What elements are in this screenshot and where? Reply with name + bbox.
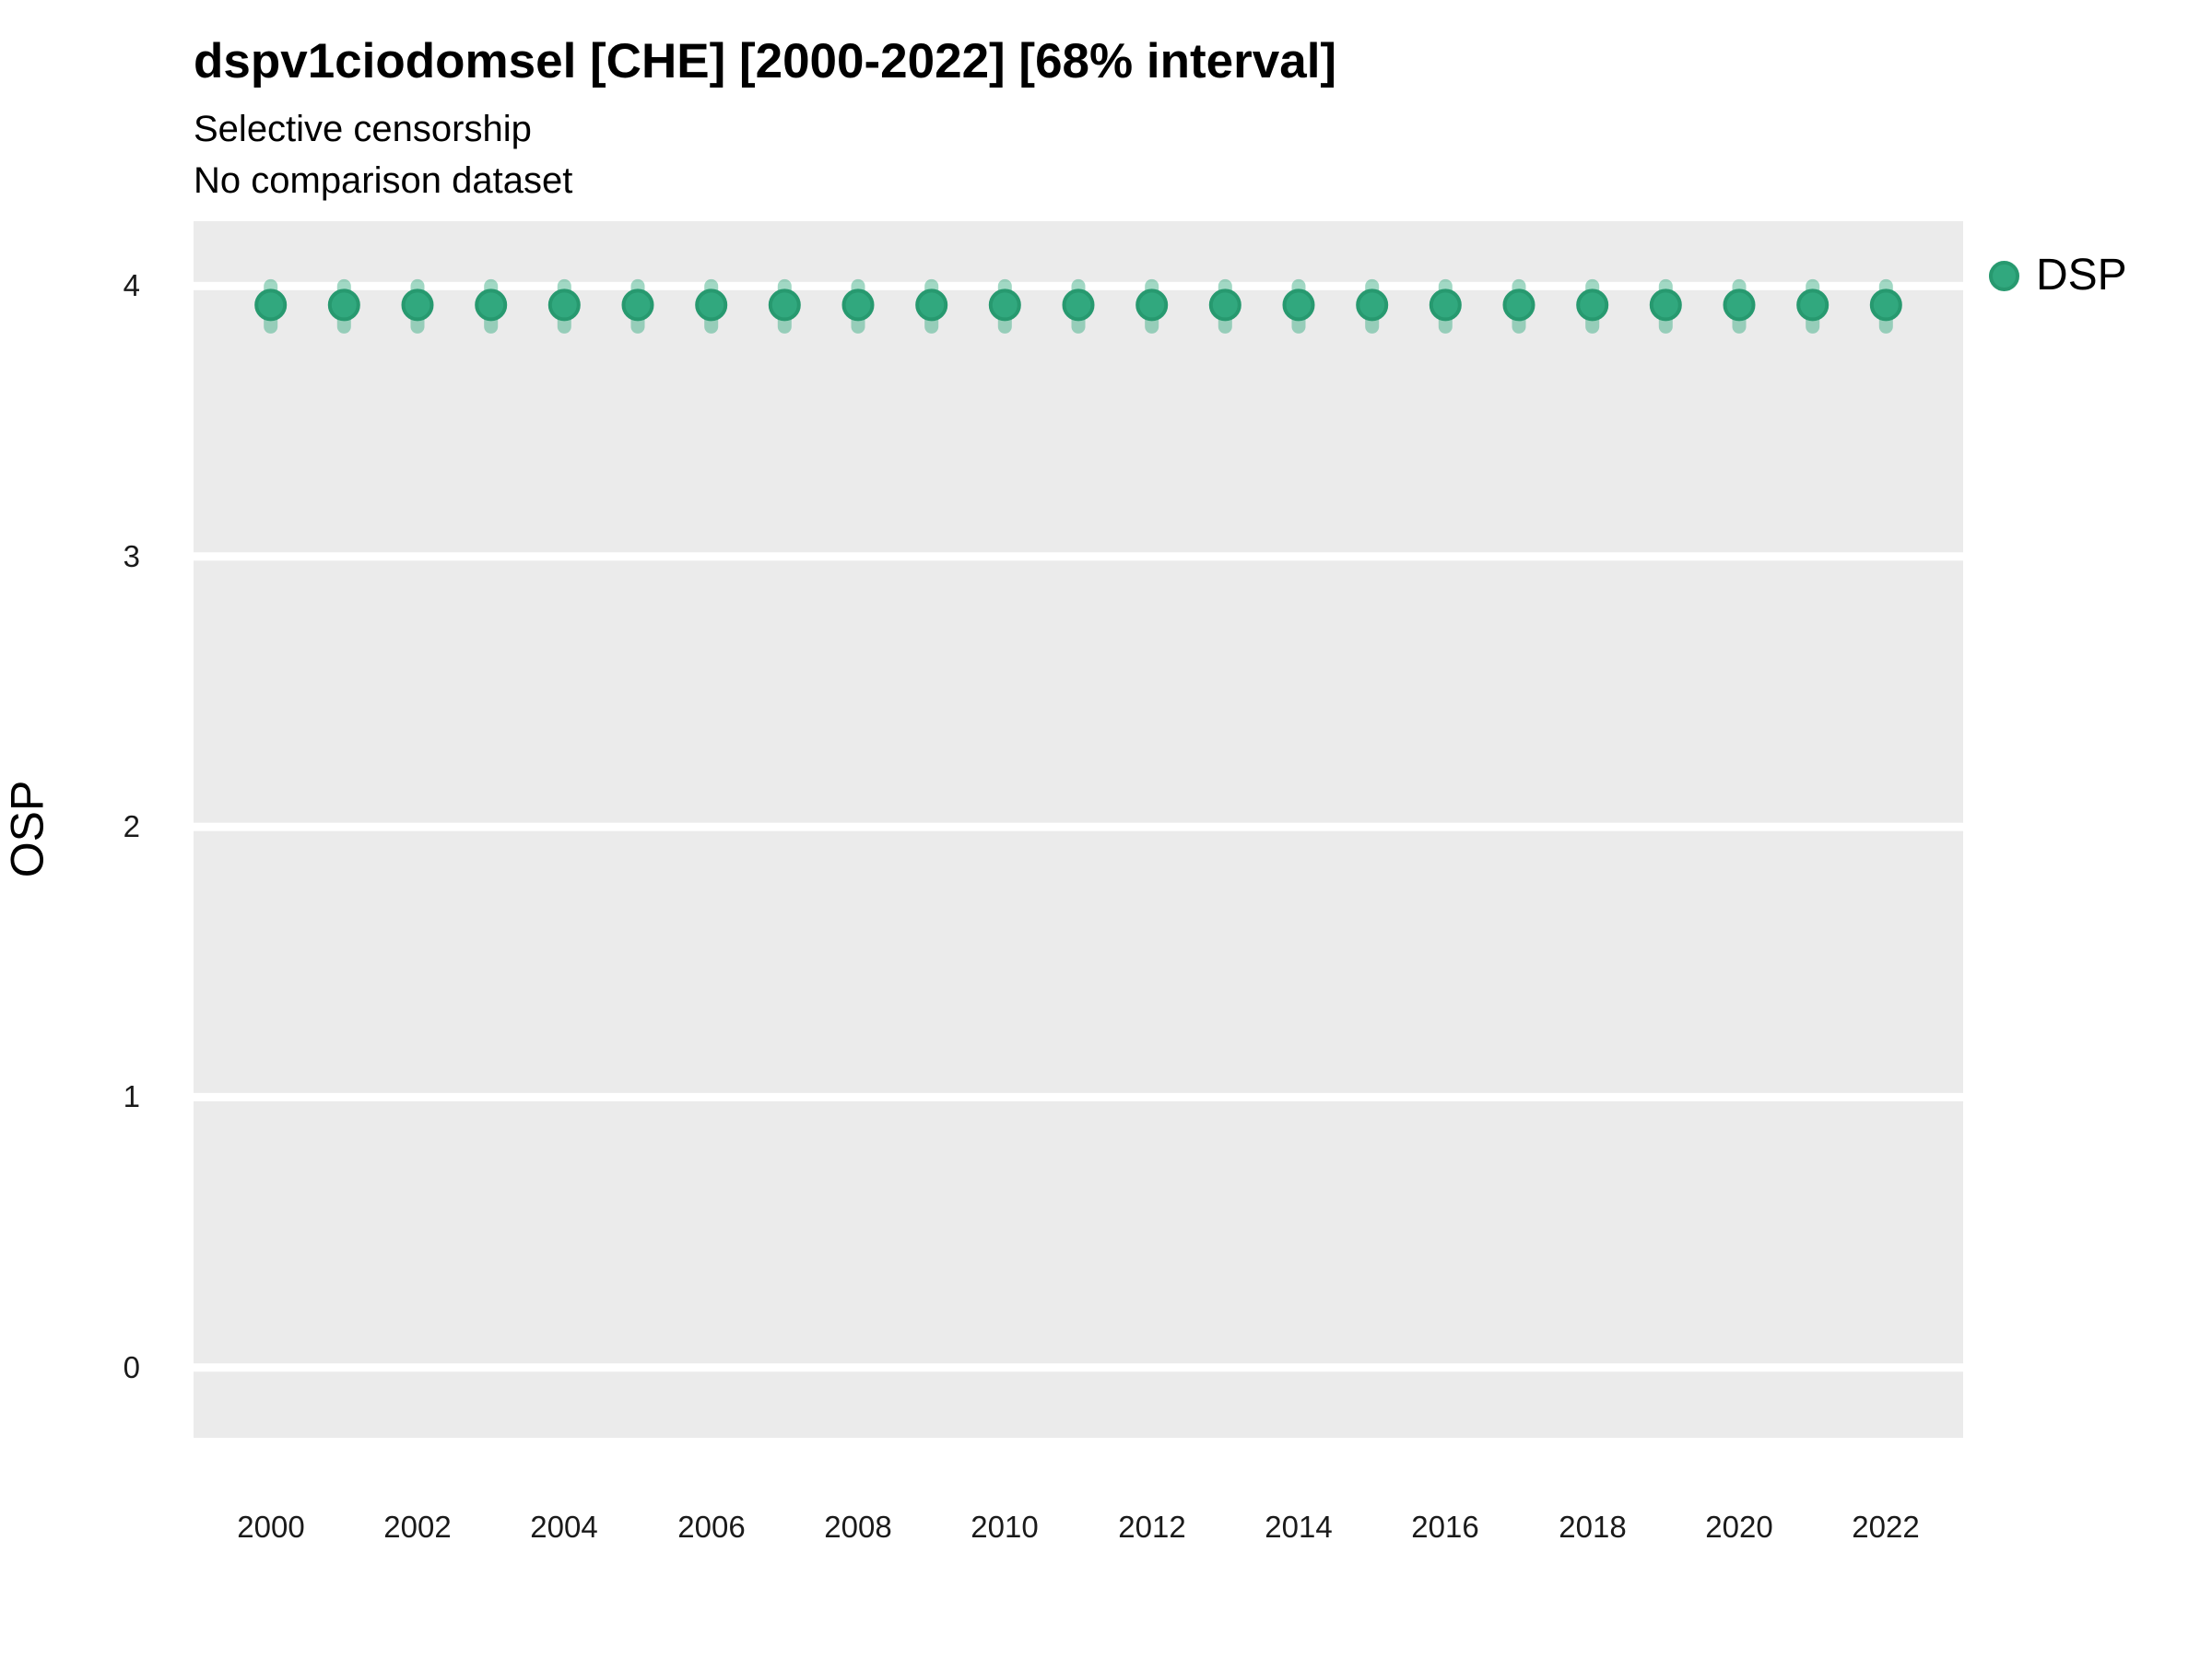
data-point-2012 xyxy=(1135,288,1169,322)
x-tick-label-2006: 2006 xyxy=(677,1510,746,1544)
y-tick-label-1: 1 xyxy=(123,1079,140,1113)
chart-subtitle: Selective censorship xyxy=(194,109,532,149)
plot-panel-svg xyxy=(194,278,1963,1372)
data-point-2011 xyxy=(1062,288,1095,322)
legend: DSP xyxy=(1989,249,2127,302)
data-point-2014 xyxy=(1282,288,1315,322)
chart-title: dspv1ciodomsel [CHE] [2000-2022] [68% in… xyxy=(194,34,1337,88)
data-point-2018 xyxy=(1576,288,1609,322)
x-tick-label-2018: 2018 xyxy=(1559,1510,1627,1544)
data-point-2015 xyxy=(1356,288,1389,322)
x-tick-label-2004: 2004 xyxy=(530,1510,598,1544)
data-point-2004 xyxy=(547,288,581,322)
data-point-2020 xyxy=(1723,288,1756,322)
chart-subtitle-2: No comparison dataset xyxy=(194,160,573,201)
legend-item-label: DSP xyxy=(2036,251,2127,300)
data-point-2016 xyxy=(1429,288,1462,322)
legend-point-icon xyxy=(1989,260,2019,291)
data-point-2000 xyxy=(254,288,288,322)
data-point-2005 xyxy=(621,288,654,322)
x-tick-label-2020: 2020 xyxy=(1705,1510,1773,1544)
data-point-2017 xyxy=(1502,288,1535,322)
plot-panel xyxy=(194,221,1963,1438)
data-point-2001 xyxy=(327,288,360,322)
data-point-2006 xyxy=(695,288,728,322)
data-point-2008 xyxy=(841,288,875,322)
data-point-2009 xyxy=(915,288,948,322)
data-point-2022 xyxy=(1869,288,1902,322)
x-tick-label-2000: 2000 xyxy=(237,1510,305,1544)
data-point-2019 xyxy=(1649,288,1682,322)
x-tick-label-2008: 2008 xyxy=(824,1510,892,1544)
x-tick-label-2002: 2002 xyxy=(383,1510,452,1544)
data-point-2002 xyxy=(401,288,434,322)
y-tick-label-4: 4 xyxy=(123,268,140,302)
data-point-2007 xyxy=(768,288,801,322)
x-tick-label-2022: 2022 xyxy=(1852,1510,1920,1544)
x-tick-label-2012: 2012 xyxy=(1118,1510,1186,1544)
y-tick-label-0: 0 xyxy=(123,1350,140,1384)
x-tick-label-2016: 2016 xyxy=(1411,1510,1479,1544)
data-point-2013 xyxy=(1208,288,1241,322)
data-point-2003 xyxy=(475,288,508,322)
y-tick-label-2: 2 xyxy=(123,809,140,843)
data-point-2021 xyxy=(1796,288,1830,322)
y-tick-label-3: 3 xyxy=(123,539,140,573)
x-tick-label-2014: 2014 xyxy=(1265,1510,1333,1544)
x-tick-label-2010: 2010 xyxy=(971,1510,1039,1544)
data-point-2010 xyxy=(988,288,1021,322)
